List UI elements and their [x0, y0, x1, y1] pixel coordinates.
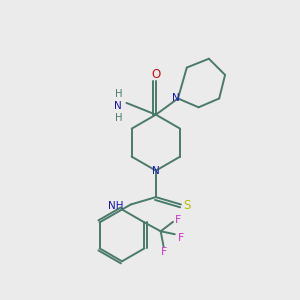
Text: N: N [152, 166, 160, 176]
Text: F: F [175, 215, 182, 225]
Text: N: N [172, 94, 179, 103]
Text: F: F [178, 233, 184, 243]
Text: N: N [114, 101, 122, 111]
Text: NH: NH [108, 201, 124, 211]
Text: F: F [160, 248, 167, 257]
Text: S: S [184, 200, 191, 212]
Text: O: O [151, 68, 160, 81]
Text: H: H [115, 112, 123, 123]
Text: H: H [115, 89, 123, 99]
